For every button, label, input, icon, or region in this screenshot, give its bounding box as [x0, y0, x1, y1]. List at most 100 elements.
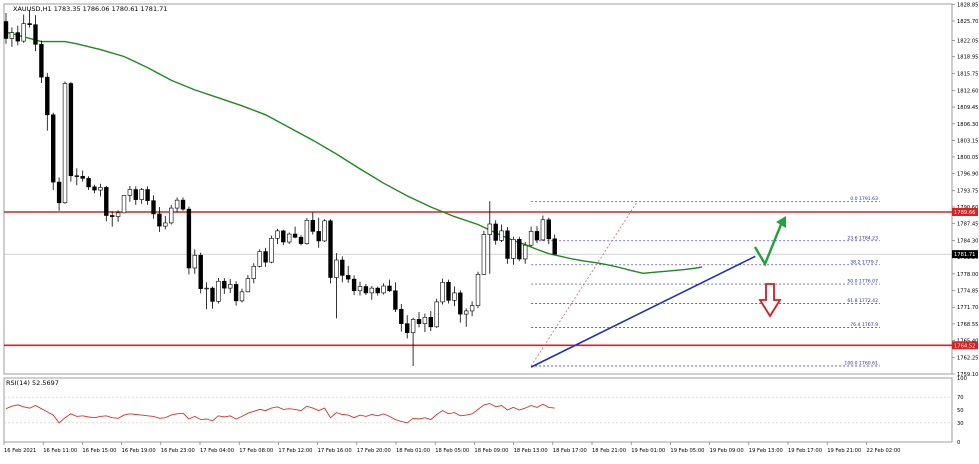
- candle-body: [228, 284, 233, 289]
- candle-body: [458, 292, 463, 315]
- candle: [469, 301, 475, 317]
- price-tick-label: 1771.70: [957, 305, 978, 311]
- time-tick-label: 22 Feb 02:00: [866, 448, 900, 454]
- candle-body: [399, 309, 404, 324]
- candle-body: [222, 280, 227, 289]
- candle: [163, 216, 168, 230]
- candle-body: [92, 186, 97, 191]
- candle-body: [452, 292, 457, 301]
- level-price-box: [952, 341, 978, 350]
- candle-body: [98, 187, 103, 191]
- candle: [233, 281, 239, 306]
- time-tick-label: 17 Feb 08:00: [239, 448, 273, 454]
- price-tick-label: 1784.30: [957, 238, 978, 244]
- candle: [157, 207, 162, 232]
- price-tick-label: 1759.10: [957, 372, 978, 378]
- candle-body: [328, 220, 333, 278]
- candle-body: [499, 230, 504, 241]
- candle: [80, 170, 85, 182]
- price-tick-label: 1762.25: [957, 355, 978, 361]
- last-price-box: [952, 250, 978, 259]
- candle-body: [251, 266, 256, 279]
- candle-body: [257, 251, 262, 267]
- candle-body: [104, 187, 109, 216]
- candle-body: [169, 207, 174, 224]
- price-tick-label: 1768.55: [957, 322, 978, 328]
- candle-body: [357, 286, 363, 292]
- candle: [340, 256, 345, 283]
- rsi-line: [5, 403, 555, 424]
- candle-body: [369, 287, 374, 294]
- candle: [387, 279, 392, 292]
- candle: [422, 313, 428, 333]
- candle-body: [528, 231, 534, 246]
- candle-body: [239, 291, 245, 302]
- candle: [446, 279, 451, 304]
- candle: [27, 9, 32, 28]
- rsi-tick-label: 70: [957, 395, 964, 401]
- level-price-label: 1764.52: [954, 343, 975, 349]
- candle: [62, 81, 68, 204]
- candle-body: [216, 280, 221, 302]
- candle: [33, 15, 38, 52]
- candle-body: [487, 223, 492, 235]
- candle-body: [534, 231, 540, 241]
- candle-body: [275, 230, 280, 239]
- candle: [322, 219, 327, 243]
- candle: [133, 186, 138, 205]
- candle: [540, 215, 546, 241]
- candle: [222, 278, 227, 294]
- candle-body: [463, 310, 469, 315]
- candle-body: [269, 237, 274, 263]
- candle-body: [522, 244, 528, 260]
- candle: [110, 211, 115, 227]
- candle-body: [110, 215, 115, 217]
- candle-body: [204, 287, 209, 290]
- candle-body: [316, 231, 321, 242]
- candle-body: [517, 239, 522, 260]
- candle: [517, 236, 522, 262]
- candle-body: [74, 175, 80, 177]
- time-tick-label: 19 Feb 13:00: [749, 448, 783, 454]
- candle-body: [292, 233, 298, 238]
- time-tick-label: 19 Feb 09:00: [710, 448, 744, 454]
- candle-body: [133, 189, 138, 200]
- candle: [115, 210, 121, 222]
- last-price-label: 1781.71: [954, 252, 975, 258]
- candle: [363, 283, 369, 296]
- candle-body: [546, 219, 552, 240]
- candle: [204, 282, 209, 310]
- candle-body: [540, 219, 546, 241]
- candle-body: [198, 254, 203, 289]
- rsi-tick-label: 30: [957, 421, 964, 427]
- candle: [145, 186, 150, 205]
- candle: [499, 224, 504, 243]
- candle: [121, 194, 127, 214]
- time-tick-label: 18 Feb 09:00: [474, 448, 508, 454]
- candle: [127, 185, 133, 202]
- candle-body: [163, 222, 168, 227]
- candle-body: [45, 76, 50, 116]
- candle-body: [127, 189, 133, 196]
- candle: [304, 218, 310, 245]
- candle: [263, 247, 268, 267]
- candle: [452, 286, 457, 307]
- candle: [198, 252, 203, 294]
- time-tick-label: 16 Feb 15:00: [82, 448, 116, 454]
- candle-body: [393, 290, 398, 310]
- candle-body: [115, 212, 121, 217]
- candle-body: [86, 178, 91, 188]
- candle-body: [192, 254, 197, 269]
- level-price-box: [952, 208, 978, 217]
- candle-body: [298, 236, 304, 244]
- price-tick-label: 1815.75: [957, 72, 978, 78]
- candle: [92, 184, 97, 194]
- candle: [104, 185, 109, 222]
- candle: [375, 286, 380, 296]
- moving-average-line: [5, 31, 703, 275]
- time-tick-label: 19 Feb 17:00: [788, 448, 822, 454]
- candle: [381, 283, 386, 295]
- candle: [50, 112, 56, 191]
- candle-body: [493, 223, 498, 241]
- candle-body: [33, 24, 38, 45]
